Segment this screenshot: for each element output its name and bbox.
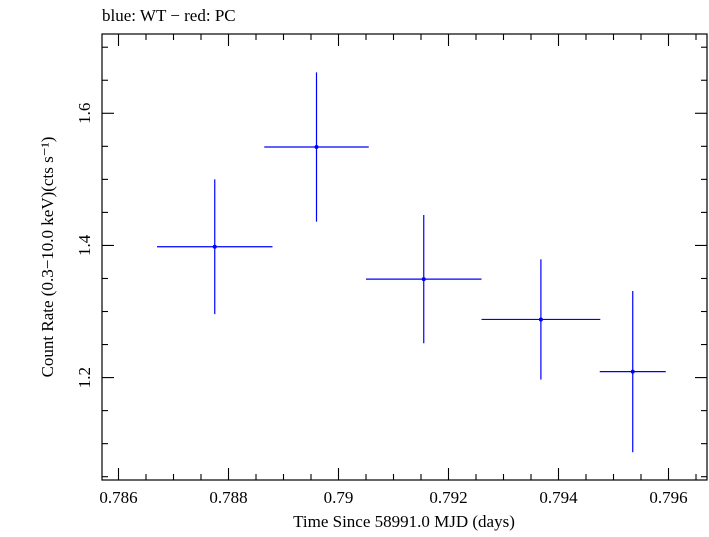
plot-frame <box>101 33 708 481</box>
x-axis: 0.786 0.788 0.79 0.792 0.794 0.796 <box>99 34 697 507</box>
data-point <box>264 72 369 222</box>
data-point <box>481 259 601 380</box>
y-tick-label: 1.2 <box>75 367 94 388</box>
x-axis-title: Time Since 58991.0 MJD (days) <box>293 512 515 531</box>
x-tick-label: 0.788 <box>209 488 247 507</box>
point-marker <box>314 144 319 149</box>
chart-title: blue: WT − red: PC <box>102 6 236 25</box>
point-marker <box>630 369 635 374</box>
x-tick-label: 0.794 <box>539 488 578 507</box>
point-marker <box>212 244 217 249</box>
y-tick-label: 1.6 <box>75 103 94 124</box>
x-tick-label: 0.792 <box>429 488 467 507</box>
y-axis-title: Count Rate (0.3−10.0 keV)(cts s⁻¹) <box>38 137 57 378</box>
data-point <box>599 291 666 453</box>
x-tick-label: 0.796 <box>649 488 687 507</box>
y-tick-label: 1.4 <box>75 234 94 256</box>
data-series <box>157 72 666 453</box>
data-point <box>366 215 482 344</box>
x-tick-label: 0.786 <box>99 488 137 507</box>
data-point <box>157 179 273 315</box>
x-tick-label: 0.79 <box>324 488 354 507</box>
point-marker <box>421 277 426 282</box>
point-marker <box>538 317 543 322</box>
y-axis: 1.2 1.4 1.6 <box>75 46 707 478</box>
